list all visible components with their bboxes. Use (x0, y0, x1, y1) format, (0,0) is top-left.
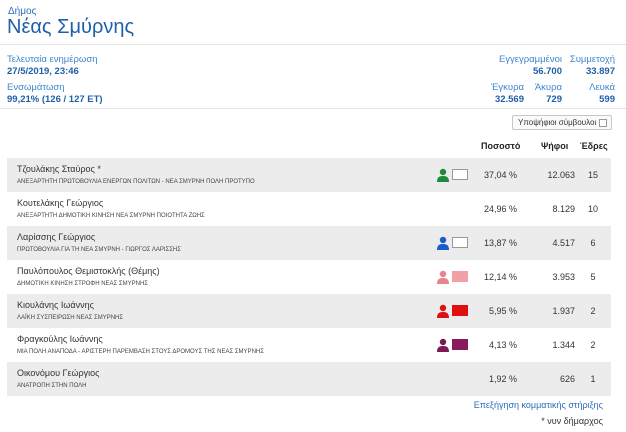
percent-value: 4,13 % (488, 340, 517, 350)
percent-value: 13,87 % (483, 238, 517, 248)
valid-value: 32.569 (494, 94, 524, 105)
candidate-name: Παυλόπουλος Θεμιστοκλής (Θέμης) (17, 266, 160, 276)
table-row[interactable]: Κουτελάκης Γεώργιος ΑΝΕΞΑΡΤΗΤΗ ΔΗΜΟΤΙΚΗ Κ… (7, 192, 611, 226)
votes-value: 12.063 (547, 170, 575, 180)
party-name: ΑΝΑΤΡΟΠΗ ΣΤΗΝ ΠΟΛΗ (17, 383, 87, 389)
candidate-name: Οικονόμου Γεώργιος (17, 368, 100, 378)
candidates-toggle-label: Υποψήφιοι σύμβουλοι (518, 118, 597, 127)
checkbox-icon[interactable] (599, 119, 607, 127)
seats-value: 15 (587, 170, 598, 180)
percent-value: 1,92 % (488, 374, 517, 384)
table-row[interactable]: Κιουλάνης Ιωάννης ΛΑΪΚΗ ΣΥΣΠΕΙΡΩΣΗ ΝΕΑΣ Σ… (7, 294, 611, 328)
votes-value: 8.129 (552, 204, 575, 214)
person-icon (437, 236, 449, 250)
percent-value: 5,95 % (488, 306, 517, 316)
seats-value: 6 (590, 238, 596, 248)
person-icon (437, 168, 449, 182)
divider (0, 44, 626, 45)
party-name: ΜΙΑ ΠΟΛΗ ΑΝΑΠΟΔΑ - ΑΡΙΣΤΕΡΗ ΠΑΡΕΜΒΑΣΗ ΣΤ… (17, 349, 264, 355)
votes-value: 1.344 (552, 340, 575, 350)
party-name: ΑΝΕΞΑΡΤΗΤΗ ΔΗΜΟΤΙΚΗ ΚΙΝΗΣΗ ΝΕΑ ΣΜΥΡΝΗ ΠΟ… (17, 213, 205, 219)
last-update-value: 27/5/2019, 23:46 (7, 66, 79, 77)
percent-value: 24,96 % (483, 204, 517, 214)
votes-header: Ψήφοι (541, 141, 569, 151)
registered-value: 56.700 (532, 66, 562, 77)
table-row[interactable]: Οικονόμου Γεώργιος ΑΝΑΤΡΟΠΗ ΣΤΗΝ ΠΟΛΗ 1,92… (7, 362, 611, 396)
candidates-toggle-button[interactable]: Υποψήφιοι σύμβουλοι (512, 115, 612, 130)
percent-header: Ποσοστό (481, 141, 521, 151)
person-icon (437, 304, 449, 318)
valid-label: Έγκυρα (490, 82, 524, 93)
party-name: ΔΗΜΟΤΙΚΗ ΚΙΝΗΣΗ ΣΤΡΟΦΗ ΝΕΑΣ ΣΜΥΡΝΗΣ (17, 281, 149, 287)
seats-value: 2 (590, 340, 596, 350)
candidate-name: Λαρίσσης Γεώργιος (17, 232, 96, 242)
seats-value: 10 (587, 204, 598, 214)
integration-value: 99,21% (126 / 127 ΕΤ) (7, 94, 103, 105)
percent-value: 12,14 % (483, 272, 517, 282)
party-name: ΑΝΕΞΑΡΤΗΤΗ ΠΡΩΤΟΒΟΥΛΙΑ ΕΝΕΡΓΩΝ ΠΟΛΙΤΩΝ -… (17, 179, 255, 185)
person-icon (437, 270, 449, 284)
seats-value: 5 (590, 272, 596, 282)
party-color-swatch (452, 271, 468, 282)
table-row[interactable]: Λαρίσσης Γεώργιος ΠΡΩΤΟΒΟΥΛΙΑ ΓΙΑ ΤΗ ΝΕΑ … (7, 226, 611, 260)
votes-value: 3.953 (552, 272, 575, 282)
party-color-swatch (452, 339, 468, 350)
party-color-swatch (452, 305, 468, 316)
candidate-name: Κουτελάκης Γεώργιος (17, 198, 104, 208)
candidate-name: Κιουλάνης Ιωάννης (17, 300, 94, 310)
percent-value: 37,04 % (483, 170, 517, 180)
footnote: * νυν δήμαρχος (541, 416, 603, 426)
table-row[interactable]: Φραγκούλης Ιωάννης ΜΙΑ ΠΟΛΗ ΑΝΑΠΟΔΑ - ΑΡΙ… (7, 328, 611, 362)
party-name: ΠΡΩΤΟΒΟΥΛΙΑ ΓΙΑ ΤΗ ΝΕΑ ΣΜΥΡΝΗ - ΓΙΩΡΓΟΣ … (17, 247, 181, 253)
seats-header: Έδρες (580, 141, 608, 151)
invalid-label: Άκυρα (534, 82, 562, 93)
candidate-name: Φραγκούλης Ιωάννης (17, 334, 103, 344)
table-row[interactable]: Τζουλάκης Σταύρος * ΑΝΕΞΑΡΤΗΤΗ ΠΡΩΤΟΒΟΥΛΙ… (7, 158, 611, 192)
votes-value: 1.937 (552, 306, 575, 316)
page-title: Νέας Σμύρνης (7, 16, 135, 38)
party-color-swatch (452, 237, 468, 248)
divider (0, 108, 626, 109)
table-row[interactable]: Παυλόπουλος Θεμιστοκλής (Θέμης) ΔΗΜΟΤΙΚΗ … (7, 260, 611, 294)
last-update-label: Τελευταία ενημέρωση (7, 54, 98, 65)
seats-value: 1 (590, 374, 596, 384)
turnout-value: 33.897 (585, 66, 615, 77)
party-support-explanation-link[interactable]: Επεξήγηση κομματικής στήριξης (473, 400, 603, 410)
turnout-label: Συμμετοχή (569, 54, 615, 65)
seats-value: 2 (590, 306, 596, 316)
invalid-value: 729 (546, 94, 562, 105)
integration-label: Ενσωμάτωση (7, 82, 65, 93)
blank-value: 599 (599, 94, 615, 105)
registered-label: Εγγεγραμμένοι (498, 54, 562, 65)
blank-label: Λευκά (589, 82, 615, 93)
party-color-swatch (452, 169, 468, 180)
votes-value: 626 (559, 374, 575, 384)
party-name: ΛΑΪΚΗ ΣΥΣΠΕΙΡΩΣΗ ΝΕΑΣ ΣΜΥΡΝΗΣ (17, 315, 124, 321)
candidate-name: Τζουλάκης Σταύρος * (17, 164, 101, 174)
person-icon (437, 338, 449, 352)
municipality-kicker: Δήμος (8, 6, 37, 17)
votes-value: 4.517 (552, 238, 575, 248)
